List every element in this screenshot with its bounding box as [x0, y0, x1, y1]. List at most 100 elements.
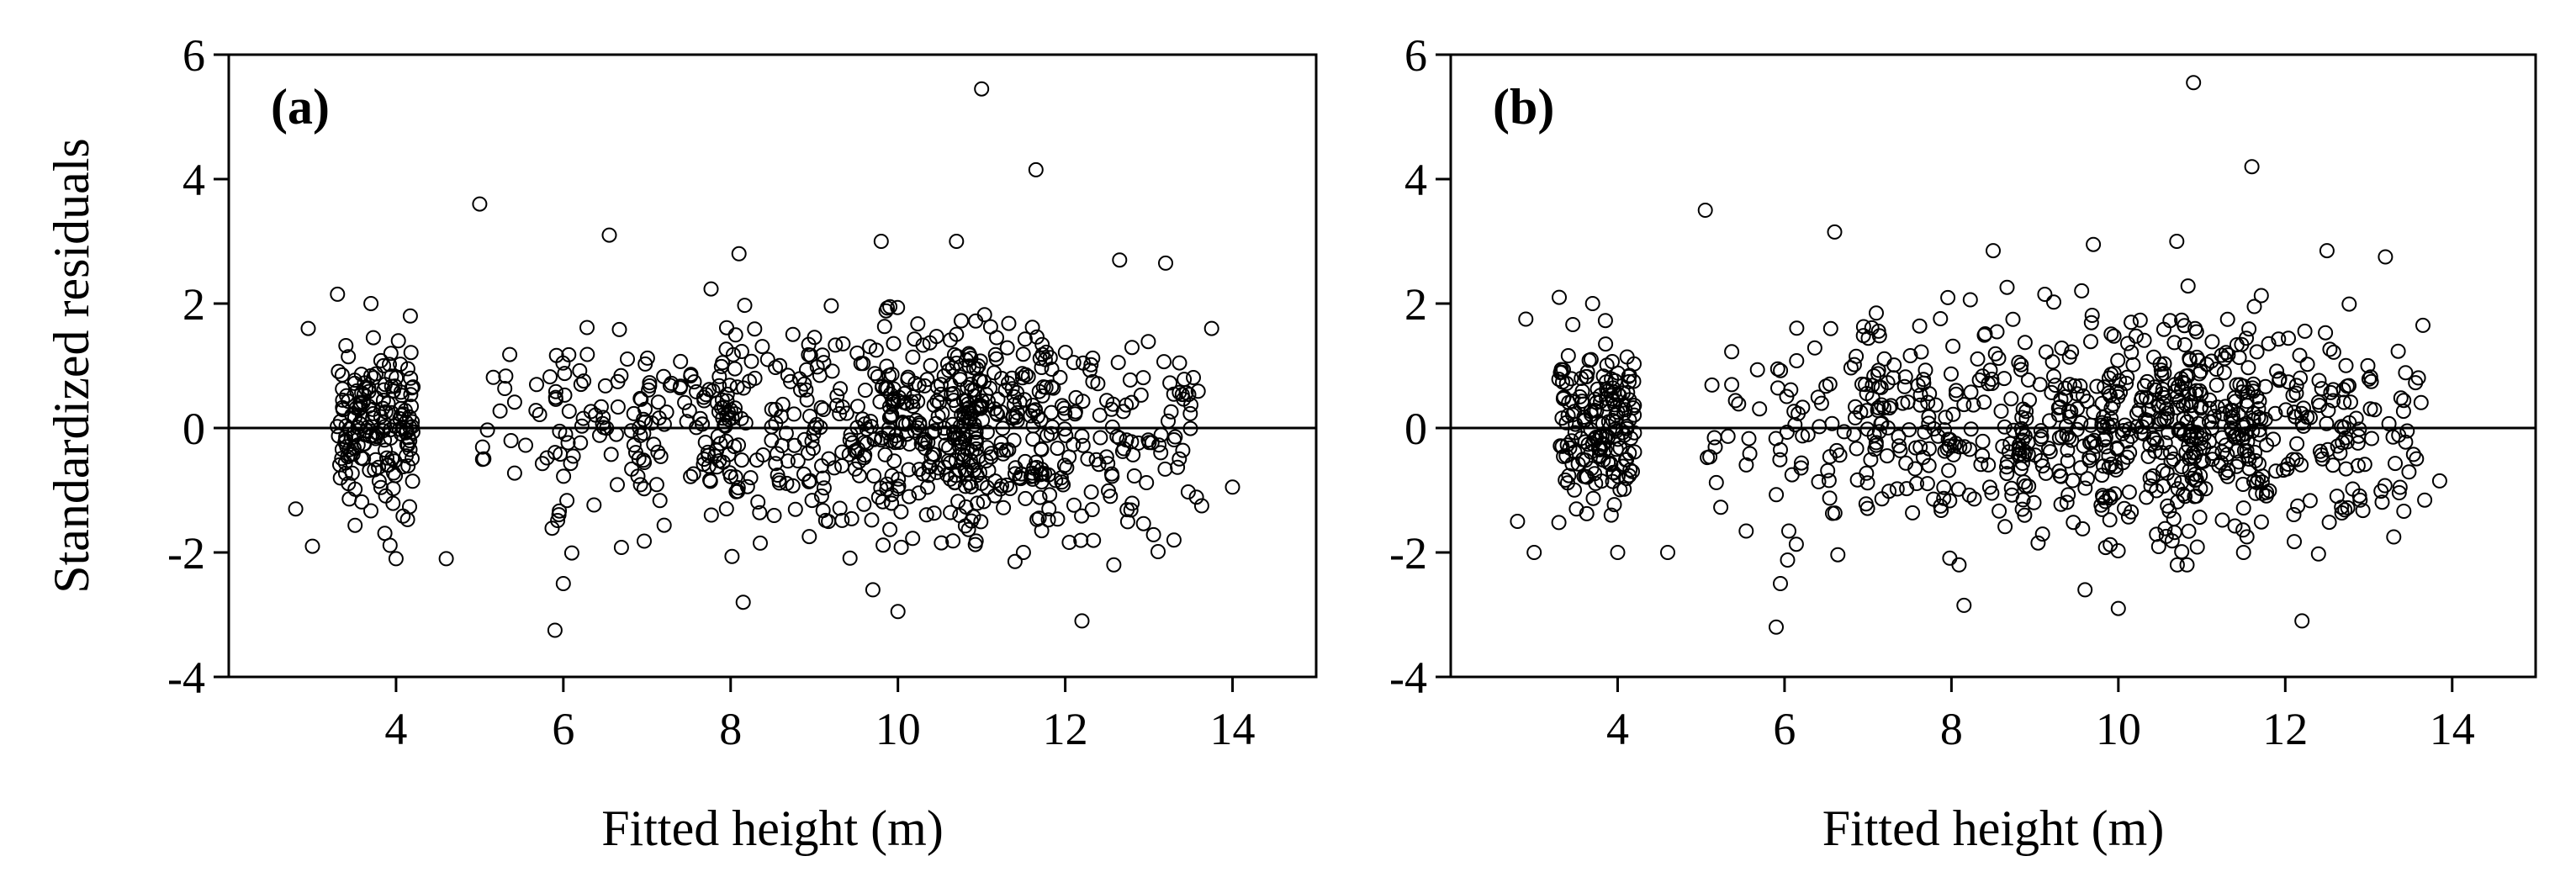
data-point — [724, 548, 740, 564]
data-point — [873, 480, 889, 496]
data-point — [801, 473, 817, 489]
data-point — [1106, 557, 1122, 573]
data-point — [1902, 348, 1918, 363]
data-point — [847, 461, 863, 477]
data-point — [2189, 539, 2205, 555]
data-point — [2171, 393, 2187, 409]
data-point — [652, 493, 668, 509]
data-point — [1145, 526, 1161, 542]
data-point — [2061, 349, 2077, 365]
data-point — [2061, 430, 2077, 446]
data-point — [595, 410, 611, 425]
data-point — [954, 313, 969, 329]
data-point — [550, 513, 566, 528]
data-point — [918, 507, 934, 523]
data-point — [1135, 515, 1151, 531]
data-point — [403, 387, 419, 403]
data-point — [405, 451, 420, 467]
data-point — [1742, 446, 1758, 462]
data-point — [722, 465, 738, 481]
data-point — [873, 234, 889, 249]
data-point — [2228, 394, 2243, 410]
data-point — [2011, 447, 2027, 463]
data-point — [2208, 362, 2224, 378]
x-tick-label: 4 — [1606, 704, 1629, 754]
data-point — [943, 505, 959, 521]
data-point — [337, 465, 353, 481]
data-point — [650, 394, 666, 410]
data-point — [2136, 332, 2152, 348]
data-point — [992, 481, 1008, 497]
data-point — [1779, 425, 1795, 440]
data-point — [1902, 422, 1917, 438]
data-point — [884, 495, 900, 511]
data-point — [1561, 468, 1577, 484]
data-point — [2097, 431, 2113, 447]
data-point — [1119, 514, 1135, 530]
data-point — [2399, 423, 2415, 439]
data-point — [1591, 447, 1607, 463]
data-point — [2042, 444, 2058, 460]
data-point — [2392, 479, 2408, 495]
data-point — [952, 369, 968, 384]
data-point — [1843, 360, 1859, 376]
y-tick-label: 6 — [1404, 30, 1427, 81]
data-point — [2120, 509, 2136, 525]
data-point — [813, 488, 829, 504]
data-point — [1112, 252, 1128, 268]
data-point — [476, 451, 492, 467]
data-point — [485, 369, 501, 385]
data-point — [1139, 475, 1155, 490]
data-point — [1122, 372, 1138, 388]
data-point — [1015, 545, 1031, 560]
data-point — [1061, 535, 1077, 550]
data-point — [2285, 388, 2301, 404]
data-point — [2292, 347, 2308, 363]
data-point — [768, 360, 784, 375]
data-point — [1052, 369, 1068, 385]
data-point — [2189, 349, 2205, 365]
data-point — [1811, 473, 1827, 489]
data-point — [2334, 499, 2350, 515]
data-point — [331, 363, 346, 379]
data-point — [1976, 327, 1992, 343]
data-point — [1066, 355, 1082, 371]
data-point — [393, 357, 409, 373]
data-point — [801, 529, 817, 545]
data-point — [1563, 371, 1579, 387]
data-point — [2219, 311, 2235, 327]
data-point — [926, 505, 942, 521]
data-point — [2312, 443, 2328, 459]
data-point — [2268, 463, 2284, 479]
data-point — [532, 407, 547, 422]
data-point — [344, 465, 360, 481]
data-point — [2325, 393, 2341, 409]
data-point — [2182, 351, 2198, 367]
data-point — [2343, 394, 2358, 410]
y-tick-label: 4 — [182, 155, 205, 205]
data-point — [1849, 441, 1865, 457]
data-point — [2281, 374, 2296, 390]
data-point — [2074, 283, 2090, 299]
data-point — [1848, 410, 1863, 425]
data-point — [1526, 545, 1542, 560]
data-points — [288, 81, 1240, 638]
data-point — [815, 470, 831, 486]
data-point — [1044, 379, 1060, 395]
data-point — [2386, 529, 2402, 545]
data-point — [630, 468, 646, 484]
data-point — [574, 418, 590, 434]
data-point — [2079, 394, 2095, 410]
data-point — [753, 535, 768, 551]
data-point — [804, 433, 820, 449]
data-point — [2136, 378, 2152, 394]
data-point — [821, 451, 837, 467]
data-point — [730, 480, 746, 495]
data-point — [335, 399, 351, 415]
data-point — [971, 358, 986, 374]
data-point — [398, 425, 414, 441]
data-point — [922, 459, 938, 475]
data-point — [2401, 464, 2417, 480]
data-point — [1769, 619, 1784, 635]
data-point — [2117, 417, 2133, 433]
